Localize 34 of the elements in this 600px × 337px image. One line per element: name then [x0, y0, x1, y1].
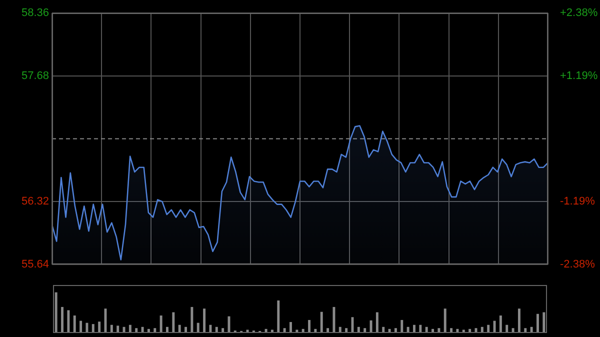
- bar: [54, 292, 58, 333]
- bar: [308, 320, 310, 333]
- bar: [92, 324, 94, 333]
- y2-tick-label: -2.38%: [560, 258, 596, 270]
- bar: [61, 306, 64, 333]
- bar: [518, 308, 520, 333]
- bar: [542, 312, 546, 333]
- y-tick-label: 58.36: [21, 7, 49, 20]
- bar: [86, 322, 88, 333]
- bar: [400, 320, 404, 333]
- y-tick-label: 57.68: [21, 70, 49, 82]
- bar: [444, 308, 446, 333]
- y-tick-label: 56.32: [21, 196, 49, 208]
- bar: [80, 320, 82, 333]
- bar: [332, 306, 336, 333]
- bar: [536, 314, 539, 333]
- bar: [67, 310, 70, 333]
- bar: [98, 322, 101, 333]
- y2-tick-label: -1.19%: [560, 196, 596, 208]
- y2-tick-label: +1.19%: [560, 70, 598, 82]
- bar: [277, 300, 280, 333]
- bar: [376, 312, 378, 333]
- bar: [499, 316, 502, 333]
- y-tick-label: 55.64: [21, 258, 49, 270]
- y2-tick-label: +2.38%: [560, 7, 598, 20]
- bar: [160, 316, 162, 333]
- bar: [203, 308, 206, 333]
- bar: [172, 312, 175, 333]
- bar: [73, 316, 76, 333]
- bar: [116, 326, 120, 333]
- bar: [196, 322, 200, 333]
- bar: [290, 322, 292, 333]
- bar: [320, 312, 323, 333]
- bar: [190, 306, 194, 333]
